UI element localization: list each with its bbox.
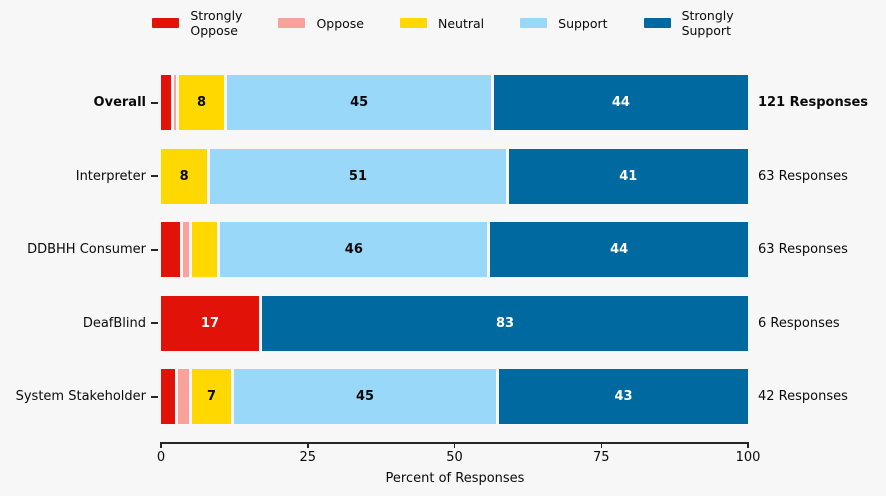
x-tick-mark <box>160 442 162 448</box>
category-label: Interpreter <box>75 168 146 184</box>
segment-value-label: 44 <box>611 95 630 111</box>
legend-swatch-neutral <box>400 18 427 28</box>
segment-value-label: 83 <box>495 315 515 331</box>
legend-label: Strongly Oppose <box>190 8 243 38</box>
segment-value-label: 51 <box>348 168 367 184</box>
bar-segment-support: 45 <box>230 369 497 425</box>
bar-track: 7 45 43 <box>161 369 748 425</box>
bar-segment-strongly_support: 44 <box>490 75 748 131</box>
bar-track: 46 44 <box>161 222 748 278</box>
legend-item-oppose: Oppose <box>278 16 364 31</box>
bar-row: DeafBlind 17 83 6 Responses <box>0 287 886 361</box>
bar-segment-strongly_support: 44 <box>487 222 748 278</box>
legend-swatch-support <box>520 18 548 28</box>
x-axis-title: Percent of Responses <box>385 471 525 486</box>
y-tick-mark <box>151 175 158 178</box>
y-tick-mark <box>151 101 158 104</box>
bar-row: System Stakeholder 7 45 43 42 Responses <box>0 360 886 434</box>
bar-segment-oppose <box>175 369 190 425</box>
bar-row: DDBHH Consumer 46 44 63 Responses <box>0 213 886 287</box>
legend-label: Strongly Support <box>681 8 734 38</box>
legend-swatch-strongly_support <box>643 18 671 28</box>
bar-segment-oppose <box>170 75 176 131</box>
bar-segment-oppose <box>179 222 190 278</box>
bar-segment-strongly_oppose <box>161 75 171 131</box>
segment-value-label: 8 <box>179 168 189 184</box>
y-tick-mark <box>151 395 158 398</box>
x-tick-mark <box>453 442 456 448</box>
x-tick-label: 0 <box>156 450 166 465</box>
x-tick-mark <box>600 442 602 448</box>
category-label: Overall <box>93 95 146 111</box>
bar-row: Interpreter 8 51 41 63 Responses <box>0 140 886 214</box>
bar-track: 8 45 44 <box>161 75 748 131</box>
segment-value-label: 45 <box>355 389 375 405</box>
responses-count-label: 6 Responses <box>758 315 840 331</box>
responses-count-label: 121 Responses <box>758 95 869 111</box>
bar-segment-strongly_oppose <box>161 369 176 425</box>
bar-segment-neutral: 8 <box>175 75 225 131</box>
segment-value-label: 8 <box>196 95 207 111</box>
x-tick-mark <box>307 442 309 448</box>
bar-segment-support: 45 <box>224 75 491 131</box>
bar-row: Overall 8 45 44 121 Responses <box>0 66 886 140</box>
segment-value-label: 44 <box>610 242 629 258</box>
x-tick-label: 50 <box>446 450 463 465</box>
legend-swatch-oppose <box>278 18 306 28</box>
segment-value-label: 43 <box>614 389 633 405</box>
legend-label: Support <box>558 15 608 31</box>
x-tick-label: 25 <box>299 450 317 465</box>
bar-segment-strongly_oppose <box>161 222 180 278</box>
legend-item-support: Support <box>520 15 608 31</box>
bar-segment-support: 46 <box>217 222 488 278</box>
responses-count-label: 42 Responses <box>758 389 848 405</box>
bar-segment-neutral <box>189 222 218 278</box>
segment-value-label: 7 <box>206 389 217 405</box>
bar-segment-strongly_support: 43 <box>496 369 748 425</box>
bar-segment-neutral: 7 <box>189 369 231 425</box>
segment-value-label: 45 <box>350 95 369 111</box>
category-label: DeafBlind <box>82 315 146 331</box>
x-tick-label: 100 <box>735 450 761 465</box>
x-tick-label: 75 <box>592 450 610 465</box>
legend-item-strongly_oppose: Strongly Oppose <box>152 8 242 38</box>
segment-value-label: 17 <box>200 315 220 331</box>
bar-rows: Overall 8 45 44 121 Responses Interpreter 8 51 4… <box>0 66 886 434</box>
category-label: System Stakeholder <box>15 389 146 405</box>
legend-label: Neutral <box>438 15 485 31</box>
segment-value-label: 41 <box>619 168 638 184</box>
legend: Strongly Oppose Oppose Neutral Support Stron… <box>0 8 886 38</box>
legend-item-strongly_support: Strongly Support <box>643 8 734 38</box>
legend-swatch-strongly_oppose <box>152 18 180 28</box>
category-label: DDBHH Consumer <box>27 242 146 258</box>
bar-segment-support: 51 <box>207 148 506 204</box>
bar-track: 17 83 <box>161 295 748 351</box>
responses-count-label: 63 Responses <box>758 168 848 184</box>
y-tick-mark <box>151 322 158 325</box>
x-tick-mark <box>747 442 749 448</box>
segment-value-label: 46 <box>344 242 363 258</box>
legend-label: Oppose <box>316 15 364 31</box>
bar-segment-strongly_support: 83 <box>259 295 748 351</box>
bar-track: 8 51 41 <box>161 148 748 204</box>
bar-segment-strongly_oppose: 17 <box>161 295 260 351</box>
responses-count-label: 63 Responses <box>758 242 848 258</box>
legend-item-neutral: Neutral <box>400 16 484 31</box>
bar-segment-strongly_support: 41 <box>505 148 748 204</box>
y-tick-mark <box>151 248 158 251</box>
bar-segment-neutral: 8 <box>161 148 208 204</box>
